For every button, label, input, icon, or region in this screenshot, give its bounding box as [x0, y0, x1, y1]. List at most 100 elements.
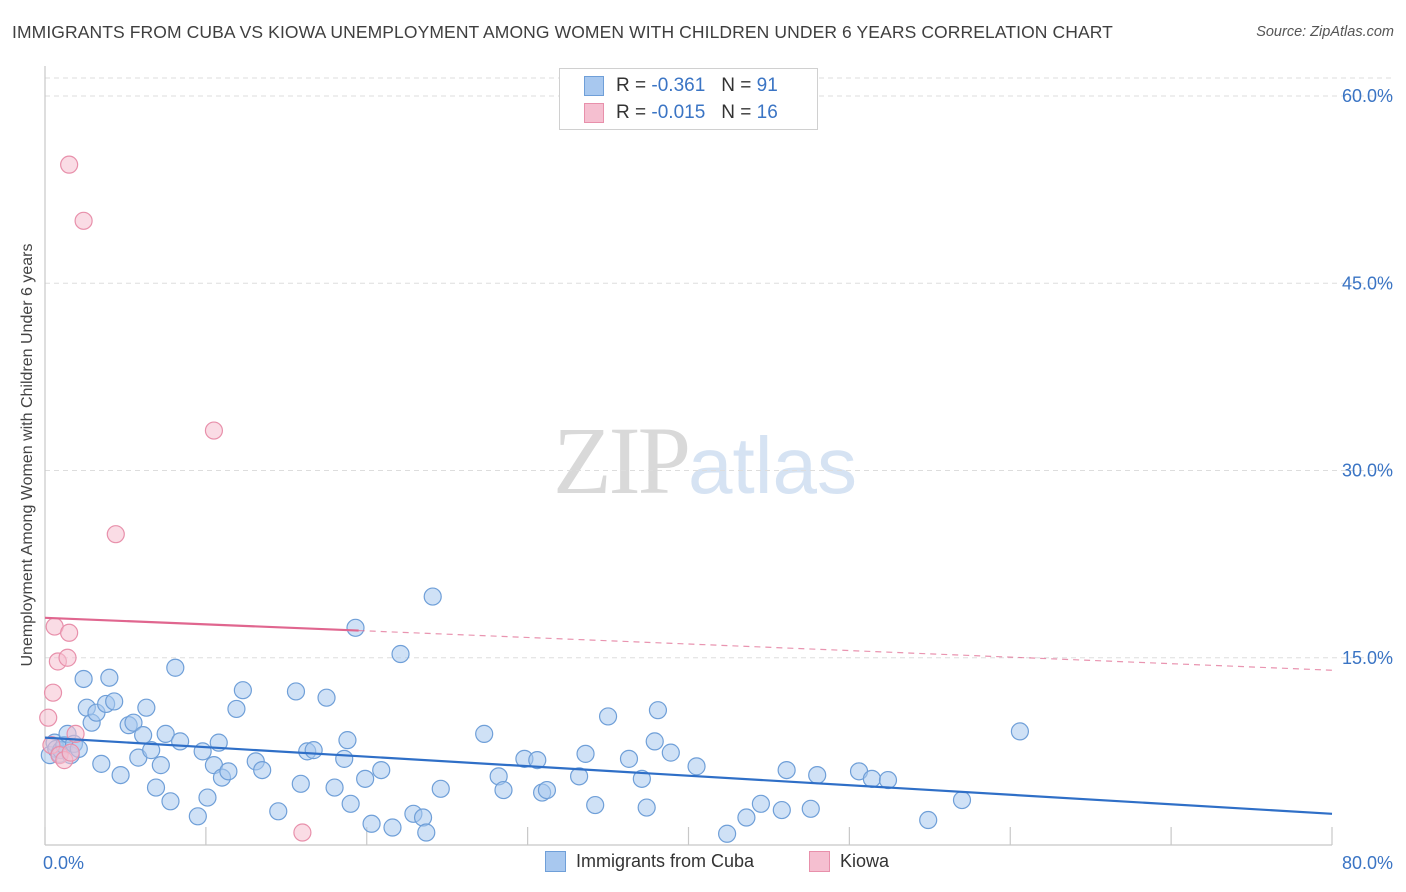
cuba-point [570, 767, 589, 786]
cuba-trend-line [44, 736, 1333, 815]
cuba-point [233, 681, 252, 700]
cuba-point [338, 731, 357, 750]
r-label: R = [616, 75, 647, 96]
source-label: Source: ZipAtlas.com [1256, 24, 1394, 40]
legend-item-kiowa[interactable]: Kiowa [809, 851, 889, 872]
cuba-point [648, 701, 668, 720]
cuba-point [156, 724, 175, 743]
x-tick-label: 0.0% [43, 853, 84, 873]
cuba-point [637, 798, 656, 817]
kiowa-point [204, 421, 224, 440]
watermark-zip: ZIP [553, 407, 691, 514]
cuba-point [317, 688, 336, 707]
cuba-point [661, 743, 680, 762]
cuba-point [142, 741, 161, 760]
cuba-point [391, 644, 410, 664]
cuba-point [219, 762, 238, 781]
cuba-point [171, 732, 190, 751]
cuba-point [772, 800, 791, 820]
legend-label-cuba: Immigrants from Cuba [576, 851, 755, 871]
series-legend: Immigrants from Cuba Kiowa [0, 851, 1406, 877]
legend-item-cuba[interactable]: Immigrants from Cuba [545, 851, 754, 872]
y-tick-label: 15.0% [1342, 648, 1393, 668]
cuba-point [598, 707, 618, 726]
cuba-point [134, 726, 153, 745]
r-value: -0.361 [651, 75, 706, 96]
cuba-swatch-icon [545, 851, 566, 872]
cuba-point [718, 824, 737, 843]
y-tick-label: 30.0% [1342, 461, 1393, 481]
cuba-point [286, 682, 306, 701]
cuba-point [586, 795, 605, 815]
cuba-point [751, 794, 770, 813]
legend-label-kiowa: Kiowa [840, 851, 890, 871]
cuba-point [74, 669, 93, 689]
cuba-point [528, 751, 547, 770]
cuba-point [1010, 722, 1030, 741]
cuba-swatch-icon [584, 76, 604, 96]
cuba-point [291, 774, 310, 793]
cuba-point [100, 668, 119, 687]
chart-title: IMMIGRANTS FROM CUBA VS KIOWA UNEMPLOYME… [12, 22, 1113, 42]
cuba-point [253, 760, 272, 780]
cuba-point [808, 765, 827, 785]
kiowa-point [106, 525, 125, 544]
cuba-point [619, 749, 639, 768]
cuba-point [362, 814, 381, 833]
cuba-point [198, 788, 217, 807]
n-label: N = [721, 102, 752, 123]
cuba-point [801, 799, 820, 818]
kiowa-point [39, 708, 58, 727]
cuba-point [687, 757, 706, 776]
cuba-point [161, 792, 180, 811]
cuba-point [269, 802, 288, 821]
kiowa-trend-extension [358, 629, 1333, 671]
cuba-point [417, 823, 436, 842]
n-value: 91 [756, 75, 778, 96]
cuba-point [413, 808, 433, 827]
cuba-point [151, 756, 170, 775]
legend-row-cuba: R = -0.361 N = 91 [584, 74, 778, 98]
kiowa-trend-line [44, 616, 359, 632]
cuba-point [227, 699, 246, 719]
kiowa-point [43, 683, 63, 702]
cuba-point [325, 778, 344, 797]
cuba-point [166, 658, 185, 677]
kiowa-swatch-icon [584, 103, 604, 123]
cuba-point [304, 741, 323, 760]
cuba-point [372, 760, 391, 780]
n-label: N = [721, 75, 752, 96]
kiowa-point [293, 823, 312, 842]
y-tick-label: 45.0% [1342, 273, 1393, 293]
cuba-point [111, 765, 130, 785]
kiowa-point [58, 648, 77, 667]
cuba-point [777, 760, 796, 780]
kiowa-point [60, 623, 79, 642]
kiowa-point [74, 211, 93, 230]
n-value: 16 [756, 102, 778, 123]
watermark: ZIPatlas [553, 405, 857, 516]
cuba-point [537, 780, 557, 800]
cuba-point [862, 769, 881, 788]
legend-row-kiowa: R = -0.015 N = 16 [584, 101, 778, 125]
watermark-atlas: atlas [688, 421, 857, 510]
cuba-point [137, 698, 156, 717]
cuba-point [494, 780, 513, 800]
kiowa-point [60, 155, 79, 174]
cuba-point [335, 749, 354, 768]
cuba-point [124, 713, 143, 732]
cuba-point [878, 770, 898, 790]
cuba-point [146, 778, 166, 797]
cuba-point [188, 807, 207, 826]
cuba-point [105, 692, 124, 711]
r-value: -0.015 [651, 102, 706, 123]
correlation-legend: R = -0.361 N = 91 R = -0.015 N = 16 [559, 68, 818, 130]
cuba-point [632, 769, 651, 788]
cuba-point [346, 618, 365, 637]
cuba-point [383, 818, 402, 837]
kiowa-swatch-icon [809, 851, 830, 872]
y-tick-label: 60.0% [1342, 86, 1393, 106]
cuba-point [193, 742, 212, 761]
cuba-point [576, 744, 595, 763]
